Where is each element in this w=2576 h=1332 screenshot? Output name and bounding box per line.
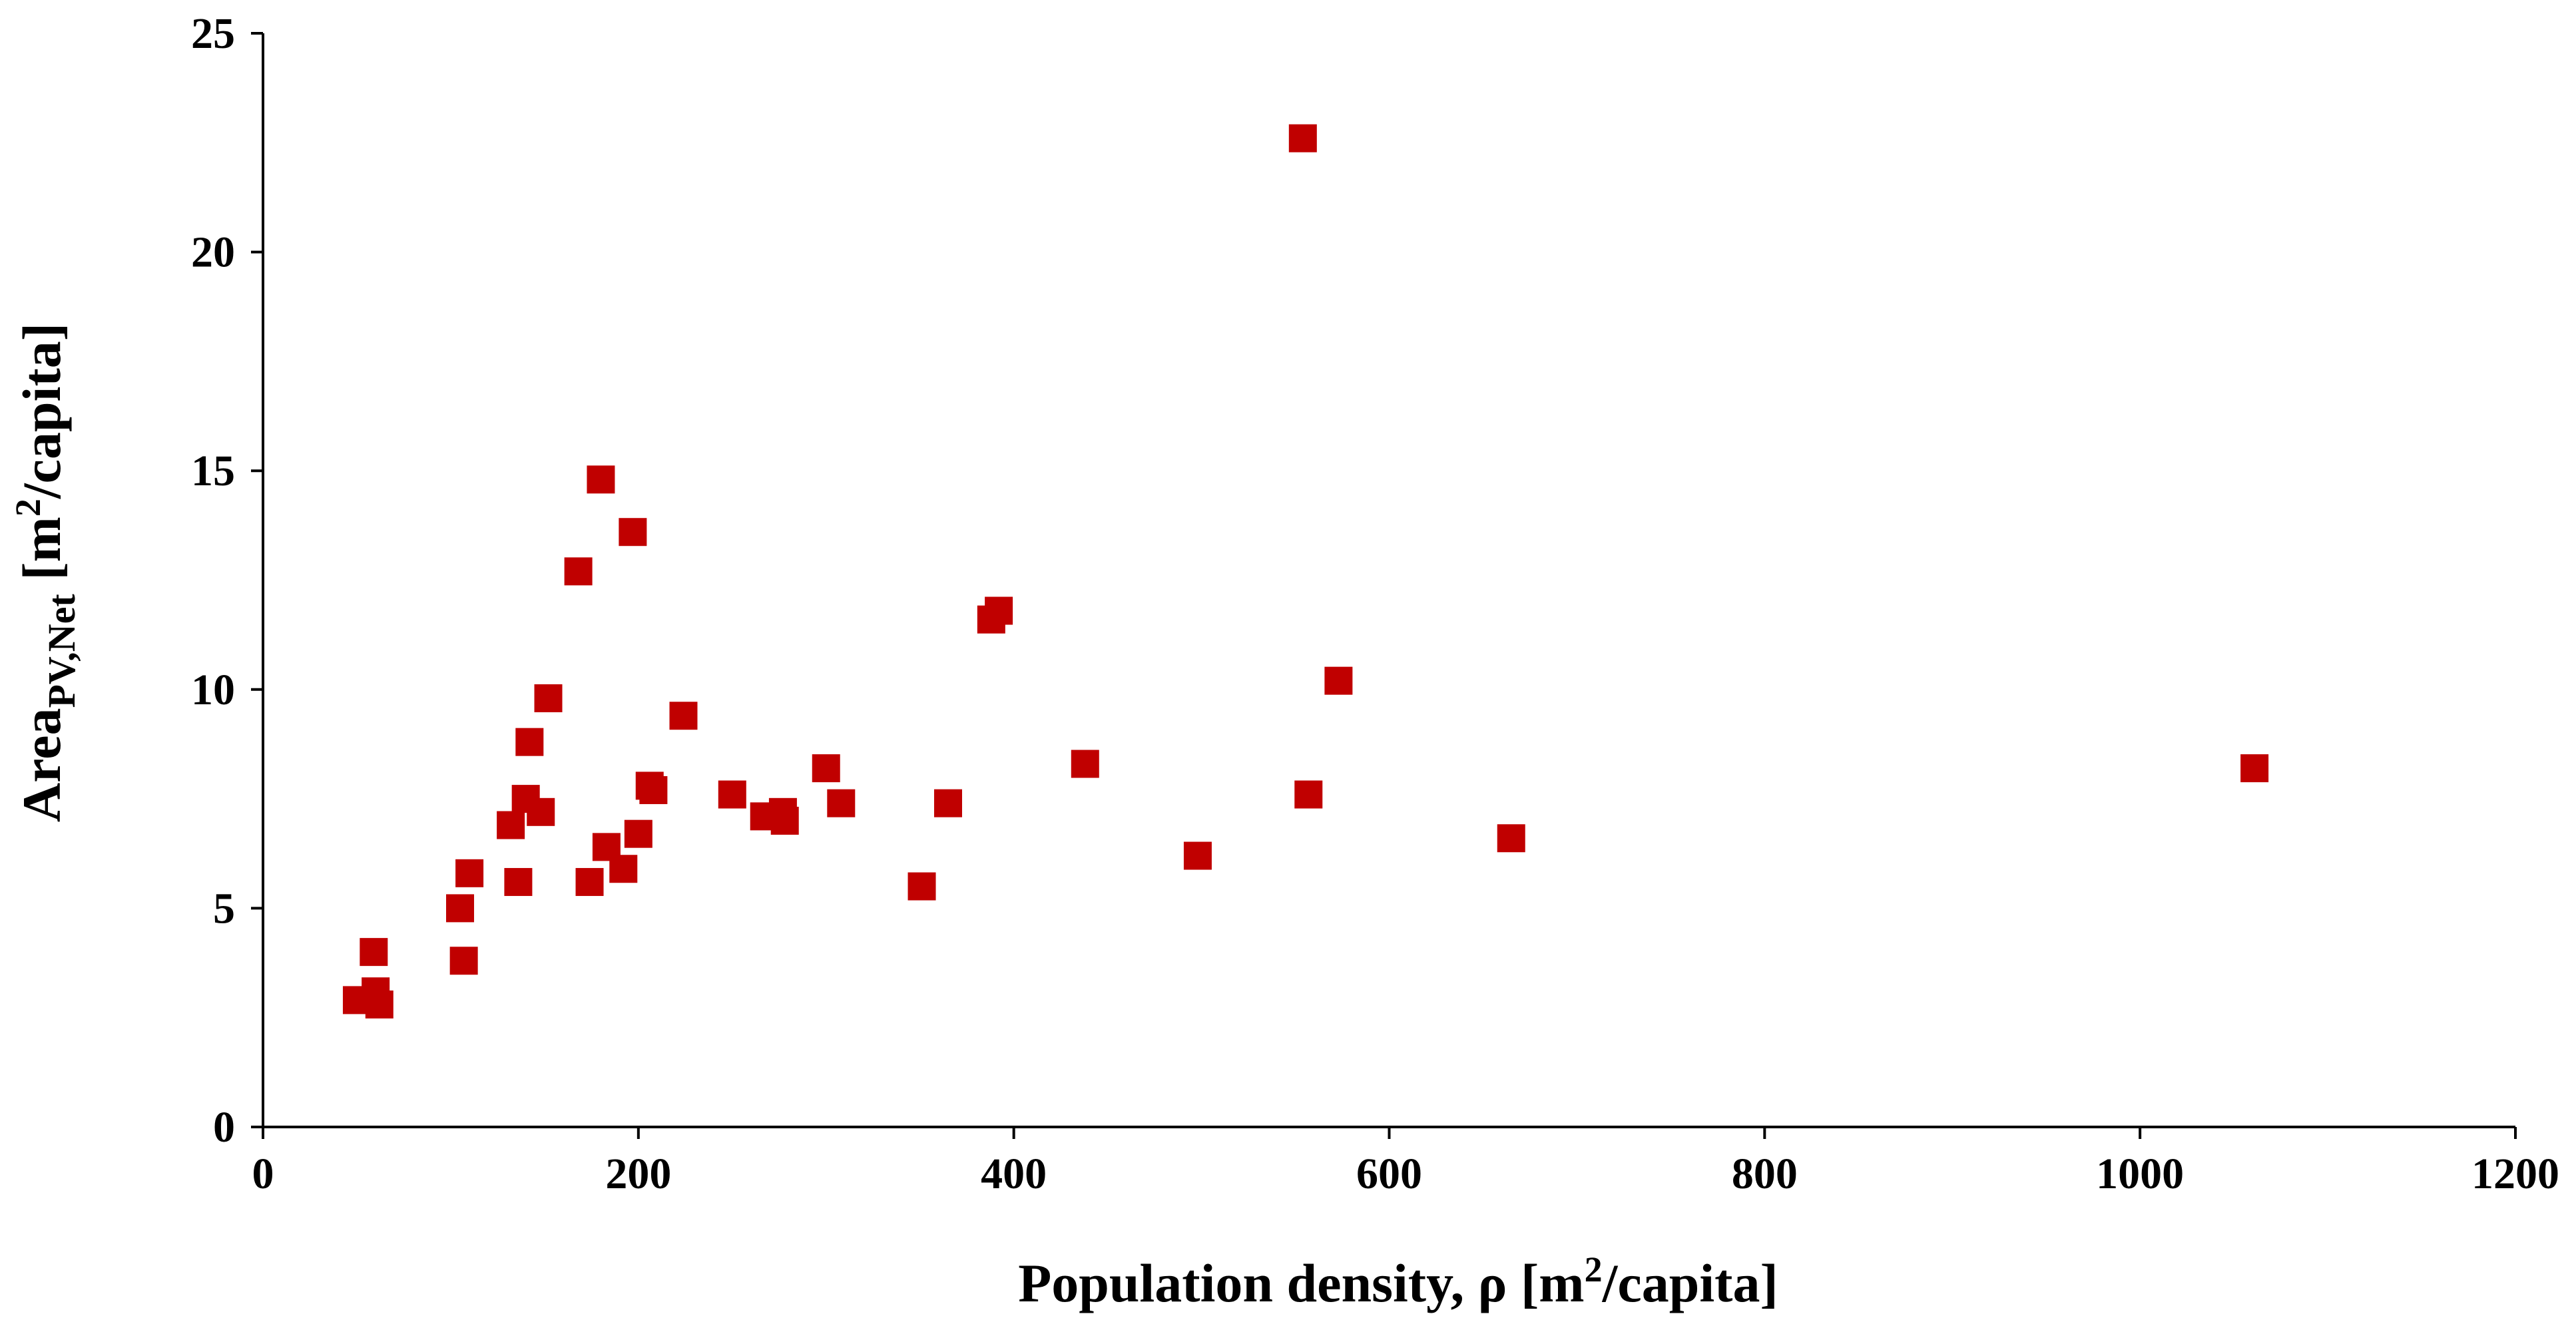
data-point	[534, 684, 563, 712]
data-point	[446, 894, 475, 923]
data-point	[1288, 124, 1317, 152]
y-tick-label: 0	[213, 1103, 235, 1152]
data-point	[449, 947, 478, 975]
y-axis-title-mid: [m	[11, 517, 72, 594]
y-axis-title: AreaPV,Net [m2/capita]	[8, 323, 83, 822]
data-point	[360, 938, 388, 967]
data-point	[564, 557, 593, 586]
x-tick-label: 600	[1356, 1150, 1422, 1198]
data-point	[1497, 824, 1525, 853]
x-axis-title-tail: /capita]	[1602, 1253, 1778, 1313]
ticks: 0 200 400 600 800 1000 1200 0 5 10 15 20 25	[191, 9, 2559, 1198]
data-point	[907, 872, 936, 901]
data-point	[455, 859, 484, 887]
data-point	[827, 789, 856, 817]
x-tick-label: 1200	[2471, 1150, 2559, 1198]
x-tick-label: 0	[252, 1150, 274, 1198]
y-tick-label: 25	[191, 9, 235, 58]
data-point	[985, 596, 1013, 625]
data-point	[1324, 666, 1353, 695]
data-point	[575, 867, 604, 896]
data-point	[2240, 754, 2269, 783]
data-point	[639, 776, 668, 804]
data-point	[1294, 780, 1323, 809]
y-axis-title-tail: /capita]	[11, 323, 72, 499]
x-tick-label: 400	[981, 1150, 1047, 1198]
x-tick-label: 1000	[2096, 1150, 2184, 1198]
y-tick-label: 10	[191, 666, 235, 714]
x-axis-title-main: Population density, ρ [m	[1018, 1253, 1584, 1313]
data-point	[1071, 750, 1099, 778]
data-point	[933, 789, 962, 817]
data-point	[515, 728, 544, 756]
data-point	[587, 465, 615, 494]
data-point	[527, 797, 555, 826]
data-point	[504, 867, 533, 896]
y-tick-label: 20	[191, 228, 235, 277]
y-axis-title-main: Area	[11, 708, 72, 823]
y-axis-title-sup: 2	[8, 499, 48, 517]
x-tick-label: 200	[605, 1150, 671, 1198]
data-point	[619, 518, 647, 547]
x-axis-title: Population density, ρ [m2/capita]	[1018, 1249, 1778, 1313]
data-point	[669, 702, 698, 730]
data-point	[812, 754, 840, 783]
axes	[262, 33, 2515, 1128]
data-point	[624, 819, 652, 848]
data-point	[718, 780, 746, 809]
y-axis-title-sub: PV,Net	[40, 594, 83, 708]
x-tick-label: 800	[1732, 1150, 1798, 1198]
data-point	[609, 855, 638, 883]
x-axis-title-sup: 2	[1585, 1249, 1603, 1289]
y-tick-label: 5	[213, 884, 235, 933]
y-tick-label: 15	[191, 447, 235, 495]
data-point	[497, 811, 525, 839]
data-point	[770, 806, 799, 835]
data-point	[365, 990, 393, 1018]
data-point	[1183, 841, 1212, 870]
data-points	[342, 124, 2269, 1018]
